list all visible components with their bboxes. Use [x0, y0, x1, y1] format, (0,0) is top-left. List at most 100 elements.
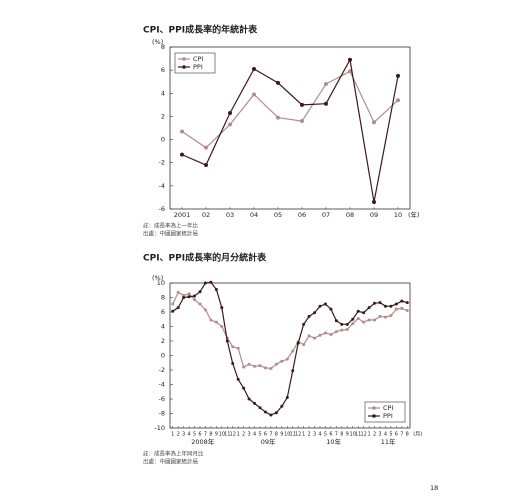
x-tick-label: 7 [335, 432, 338, 438]
data-point [389, 304, 393, 308]
x-unit: (月) [413, 432, 422, 438]
x-tick-label: 8 [275, 432, 278, 438]
y-tick-label: -8 [159, 410, 165, 418]
data-point [252, 66, 256, 71]
data-point [302, 322, 306, 326]
data-point [291, 369, 295, 373]
data-point [313, 336, 317, 340]
y-tick-label: -4 [159, 182, 165, 190]
data-point [176, 290, 180, 294]
x-tick-label: 2 [177, 432, 180, 438]
data-point [231, 361, 235, 365]
data-point [203, 281, 207, 285]
x-tick-label: 12 [230, 432, 236, 438]
y-tick-label: -2 [159, 366, 165, 374]
data-point [274, 362, 278, 366]
x-tick-label: 11 [355, 432, 361, 438]
data-point [209, 280, 213, 284]
y-unit: (%) [152, 274, 163, 282]
data-point [247, 362, 251, 366]
x-tick-label: 2 [242, 432, 245, 438]
y-unit: (%) [152, 38, 163, 46]
data-point [209, 318, 213, 322]
note: 出處：中國國家統計局 [143, 458, 198, 466]
legend-label: CPI [383, 404, 393, 412]
data-point [171, 302, 175, 306]
x-tick-label: 6 [264, 432, 267, 438]
x-tick-label: 07 [322, 211, 330, 219]
data-point [351, 322, 355, 326]
data-point [296, 341, 300, 345]
data-point [394, 307, 398, 311]
x-tick-label: 9 [346, 432, 349, 438]
data-point [405, 301, 409, 305]
page-number: 18 [430, 484, 438, 492]
y-tick-label: -2 [159, 159, 165, 167]
x-tick-label: 1 [302, 432, 305, 438]
data-point [236, 377, 240, 381]
data-point [324, 82, 328, 87]
data-point [193, 294, 197, 298]
data-point [291, 349, 295, 353]
data-point [373, 318, 377, 322]
data-point [318, 333, 322, 337]
data-point [253, 401, 257, 405]
series-line [172, 291, 408, 370]
x-tick-label: 1 [237, 432, 240, 438]
x-tick-label: 6 [198, 432, 201, 438]
data-point [231, 345, 235, 349]
legend-marker [182, 57, 186, 61]
data-point [356, 317, 360, 321]
data-point [203, 308, 207, 312]
data-point [372, 120, 376, 125]
series-line [181, 70, 399, 149]
data-point [204, 163, 208, 168]
x-tick-label: 5 [324, 432, 327, 438]
x-tick-label: 02 [202, 211, 210, 219]
data-point [318, 304, 322, 308]
data-point [362, 320, 366, 324]
data-point [263, 410, 267, 414]
x-tick-label: 4 [384, 432, 387, 438]
y-tick-label: 2 [161, 337, 165, 345]
data-point [269, 367, 273, 371]
data-point [323, 331, 327, 335]
data-point [348, 69, 352, 74]
data-point [378, 314, 382, 318]
y-tick-label: 2 [161, 112, 165, 120]
x-tick-label: 10 [350, 432, 356, 438]
data-point [323, 302, 327, 306]
data-point [389, 314, 393, 318]
legend-marker [372, 406, 376, 410]
data-point [253, 364, 257, 368]
data-point [276, 115, 280, 120]
y-tick-label: -6 [159, 395, 165, 403]
x-tick-label: 5 [258, 432, 261, 438]
x-tick-label: 4 [253, 432, 256, 438]
data-point [187, 292, 191, 296]
data-point [285, 396, 289, 400]
x-tick-label: 8 [209, 432, 212, 438]
data-point [225, 339, 229, 343]
x-tick-label: 12 [295, 432, 301, 438]
x-tick-label: 09 [370, 211, 378, 219]
x-tick-label: 4 [318, 432, 321, 438]
data-point [302, 343, 306, 347]
data-point [300, 119, 304, 124]
x-tick-label: 3 [378, 432, 381, 438]
data-point [228, 122, 232, 127]
data-point [182, 293, 186, 297]
data-point [214, 288, 218, 292]
x-tick-label: 3 [247, 432, 250, 438]
data-point [176, 306, 180, 310]
data-point [228, 110, 232, 115]
data-point [340, 322, 344, 326]
x-tick-label: 5 [193, 432, 196, 438]
data-point [373, 301, 377, 305]
data-point [198, 290, 202, 294]
data-point [198, 302, 202, 306]
x-tick-label: 5 [389, 432, 392, 438]
data-point [367, 306, 371, 310]
x-tick-label: 10 [284, 432, 290, 438]
